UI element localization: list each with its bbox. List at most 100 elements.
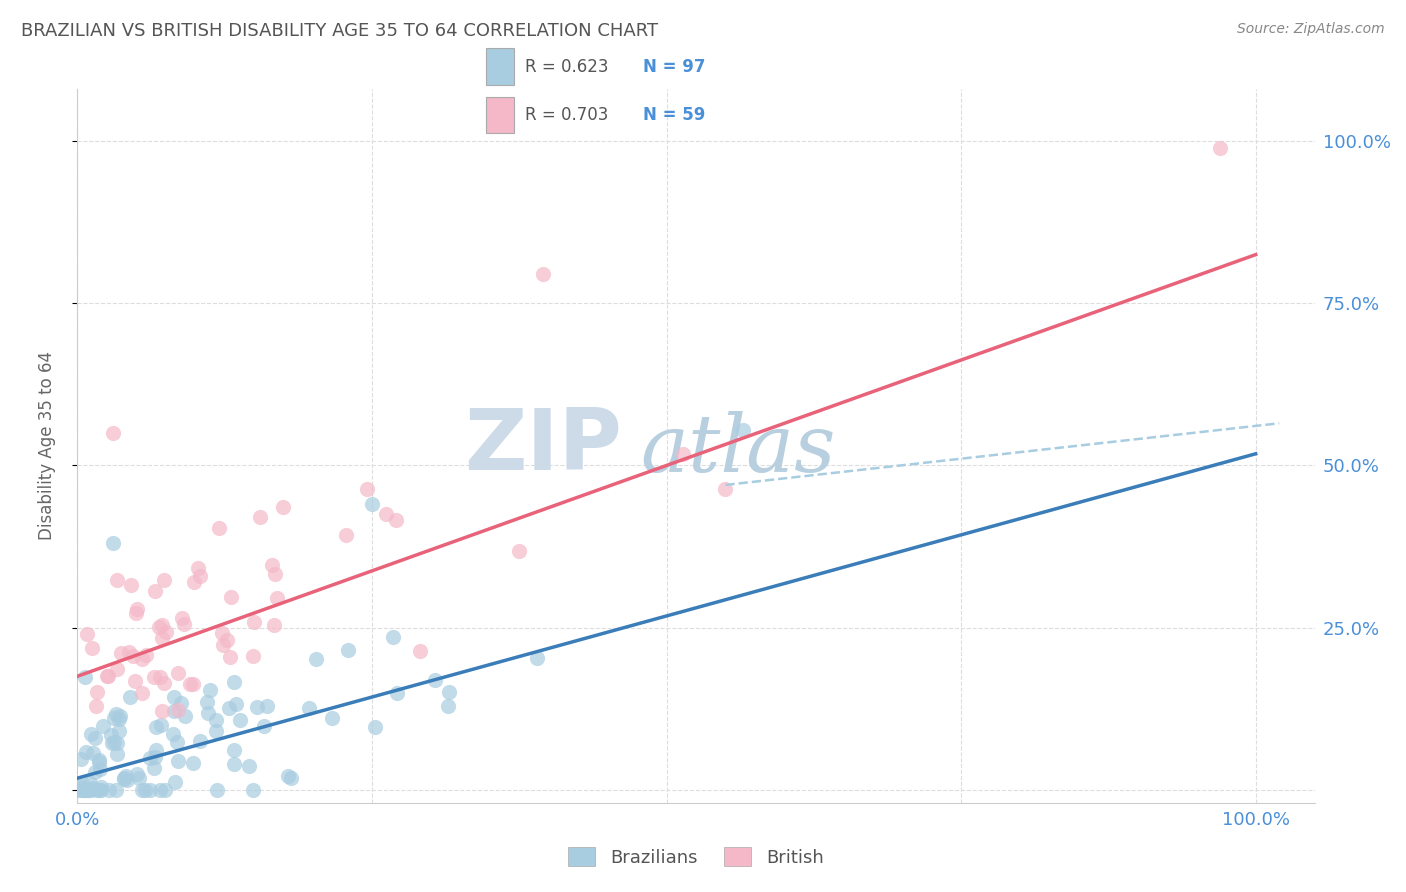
- Point: [118, 690, 141, 705]
- Point: [143, 750, 166, 764]
- Point: [217, 633, 239, 648]
- Point: [143, 583, 166, 598]
- Point: [305, 651, 328, 665]
- Point: [714, 482, 737, 496]
- Point: [125, 606, 148, 620]
- Point: [409, 644, 432, 658]
- Point: [364, 721, 387, 735]
- Point: [101, 536, 124, 550]
- Point: [385, 513, 408, 527]
- Point: [531, 267, 554, 281]
- Point: [105, 736, 128, 750]
- Point: [70, 751, 93, 765]
- Point: [298, 700, 321, 714]
- Point: [91, 719, 114, 733]
- Point: [84, 731, 107, 745]
- Point: [128, 771, 150, 785]
- Point: [266, 591, 288, 605]
- Point: [245, 700, 267, 714]
- Point: [166, 754, 188, 768]
- Point: [174, 708, 197, 723]
- Point: [356, 482, 378, 496]
- Point: [114, 769, 136, 783]
- Point: [98, 782, 121, 797]
- Point: [183, 574, 205, 589]
- Point: [77, 782, 100, 797]
- Point: [166, 735, 188, 749]
- Point: [221, 591, 243, 605]
- Point: [260, 558, 283, 573]
- Point: [222, 675, 245, 690]
- Legend: Brazilians, British: Brazilians, British: [560, 838, 832, 876]
- Point: [69, 779, 91, 793]
- Point: [66, 782, 89, 797]
- Point: [105, 662, 128, 676]
- Point: [150, 704, 173, 718]
- Point: [150, 718, 173, 732]
- Point: [183, 676, 205, 690]
- Point: [263, 618, 285, 632]
- Point: [229, 713, 252, 727]
- Point: [179, 677, 201, 691]
- Point: [336, 642, 359, 657]
- Point: [86, 684, 108, 698]
- Point: [148, 620, 170, 634]
- Text: R = 0.703: R = 0.703: [524, 106, 607, 124]
- Point: [149, 782, 172, 797]
- Point: [97, 669, 120, 683]
- Point: [211, 625, 233, 640]
- Point: [222, 757, 245, 772]
- Point: [139, 751, 162, 765]
- Point: [181, 756, 204, 770]
- Point: [204, 713, 226, 727]
- Point: [361, 497, 384, 511]
- Point: [89, 762, 111, 776]
- Point: [138, 782, 160, 797]
- Point: [385, 686, 408, 700]
- Y-axis label: Disability Age 35 to 64: Disability Age 35 to 64: [38, 351, 56, 541]
- Point: [224, 743, 246, 757]
- Point: [219, 650, 242, 665]
- Point: [155, 624, 177, 639]
- Point: [170, 611, 193, 625]
- Point: [112, 771, 135, 785]
- Point: [105, 747, 128, 761]
- Point: [671, 447, 693, 461]
- Point: [100, 728, 122, 742]
- Text: atlas: atlas: [640, 411, 835, 488]
- Point: [153, 573, 176, 587]
- Point: [73, 782, 96, 797]
- Point: [131, 686, 153, 700]
- Point: [87, 753, 110, 767]
- Text: BRAZILIAN VS BRITISH DISABILITY AGE 35 TO 64 CORRELATION CHART: BRAZILIAN VS BRITISH DISABILITY AGE 35 T…: [21, 22, 658, 40]
- Point: [145, 742, 167, 756]
- Point: [103, 735, 125, 749]
- Point: [76, 782, 98, 797]
- Point: [108, 712, 131, 726]
- Point: [733, 423, 755, 437]
- Point: [82, 640, 104, 655]
- Point: [163, 704, 186, 718]
- Point: [197, 695, 219, 709]
- Point: [242, 782, 264, 797]
- Point: [96, 669, 118, 683]
- Point: [76, 626, 98, 640]
- Point: [73, 782, 96, 797]
- Point: [86, 782, 108, 797]
- Point: [105, 574, 128, 588]
- Point: [173, 617, 195, 632]
- Point: [152, 676, 174, 690]
- Point: [104, 707, 127, 722]
- Point: [253, 719, 276, 733]
- Point: [108, 709, 131, 723]
- Text: Source: ZipAtlas.com: Source: ZipAtlas.com: [1237, 22, 1385, 37]
- Point: [131, 782, 153, 797]
- Point: [243, 615, 266, 629]
- Point: [101, 736, 124, 750]
- Point: [103, 711, 125, 725]
- Point: [197, 706, 219, 721]
- Point: [321, 711, 343, 725]
- Point: [256, 699, 278, 714]
- Point: [188, 569, 211, 583]
- Point: [163, 690, 186, 704]
